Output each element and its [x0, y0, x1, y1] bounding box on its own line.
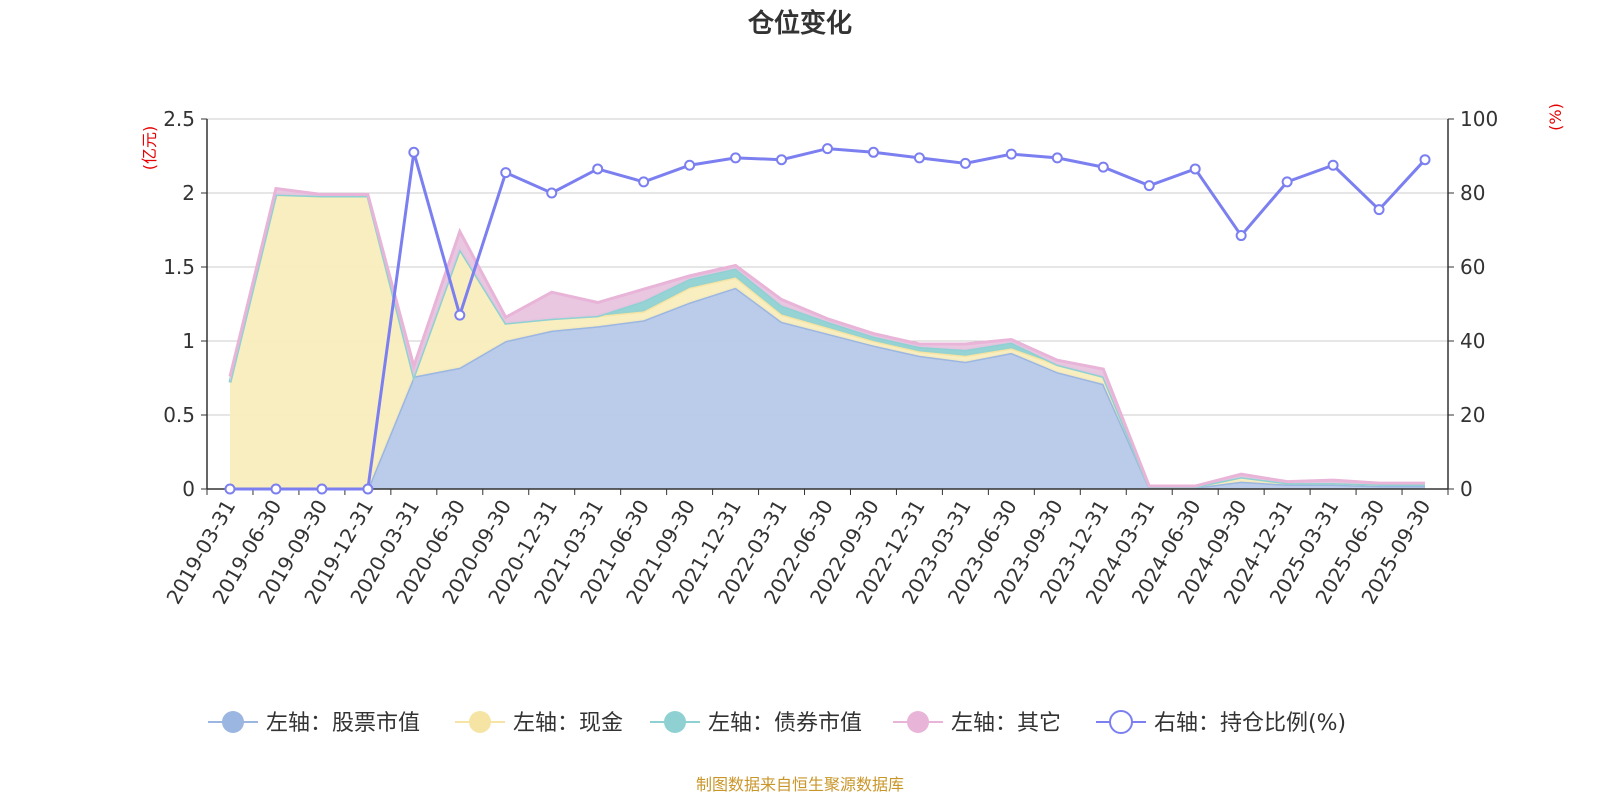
ratio-point [408, 146, 420, 158]
ratio-point [316, 483, 328, 495]
right-axis-tick-label: 80 [1460, 181, 1485, 205]
ratio-point [362, 483, 374, 495]
legend-item-ratio: 右轴：持仓比例(%) [1096, 710, 1346, 736]
ratio-point [1281, 176, 1293, 188]
ratio-point [776, 154, 788, 166]
left-axis-unit: (亿元) [140, 126, 159, 171]
ratio-point [270, 483, 282, 495]
chart-title: 仓位变化 [747, 8, 852, 39]
area-cash [229, 194, 1426, 490]
left-axis-tick-label: 2 [182, 181, 195, 205]
legend-marker [1109, 710, 1133, 734]
ratio-point [1189, 163, 1201, 175]
ratio-line-layer [224, 143, 1431, 495]
legend-item-other: 左轴：其它 [893, 711, 1061, 736]
ratio-point [1373, 204, 1385, 216]
ratio-point [592, 163, 604, 175]
left-axis-tick-label: 0 [182, 477, 195, 501]
data-source-note: 制图数据来自恒生聚源数据库 [696, 775, 904, 794]
legend-label: 左轴：现金 [513, 711, 623, 736]
legend-label: 右轴：持仓比例(%) [1154, 711, 1346, 736]
legend-item-cash: 左轴：现金 [455, 711, 623, 736]
legend-label: 左轴：其它 [951, 711, 1061, 736]
ratio-point [546, 187, 558, 199]
legend-label: 左轴：股票市值 [266, 711, 420, 736]
ratio-point [867, 146, 879, 158]
ratio-point [1143, 180, 1155, 192]
ratio-point [959, 157, 971, 169]
ratio-point [1051, 152, 1063, 164]
ratio-point [638, 176, 650, 188]
right-axis-tick-label: 100 [1460, 107, 1498, 131]
area-top-line-other [228, 186, 1426, 488]
ratio-point [913, 152, 925, 164]
ratio-point [1097, 161, 1109, 173]
ratio-point [224, 483, 236, 495]
legend-item-bond: 左轴：债券市值 [650, 711, 862, 736]
right-axis-tick-label: 20 [1460, 403, 1485, 427]
left-axis-tick-label: 0.5 [163, 403, 195, 427]
legend-item-stock: 左轴：股票市值 [208, 711, 420, 736]
ratio-point [454, 309, 466, 321]
legend: 左轴：股票市值 左轴：现金 左轴：债券市值 左轴：其它 右轴：持仓比例(%) [208, 710, 1346, 736]
ratio-point [822, 143, 833, 155]
legend-marker [664, 711, 686, 733]
ratio-point [1419, 154, 1431, 166]
grid-layer [207, 118, 1448, 416]
left-axis-tick-label: 1 [182, 329, 195, 353]
ratio-point [684, 159, 696, 171]
ratio-point [1327, 159, 1339, 171]
right-axis-unit: (%) [1546, 103, 1565, 131]
legend-label: 左轴：债券市值 [708, 711, 862, 736]
ratio-point [1005, 148, 1017, 160]
right-axis-tick-label: 0 [1460, 477, 1473, 501]
ratio-point [730, 152, 742, 164]
right-axis-tick-label: 40 [1460, 329, 1485, 353]
legend-marker [469, 711, 491, 733]
area-layer [228, 186, 1426, 491]
ratio-point [500, 167, 512, 179]
legend-marker [222, 711, 244, 733]
left-axis-tick-label: 2.5 [163, 107, 195, 131]
left-axis-tick-label: 1.5 [163, 255, 195, 279]
right-axis-tick-label: 60 [1460, 255, 1485, 279]
ratio-point [1235, 230, 1247, 242]
legend-marker [907, 711, 929, 733]
